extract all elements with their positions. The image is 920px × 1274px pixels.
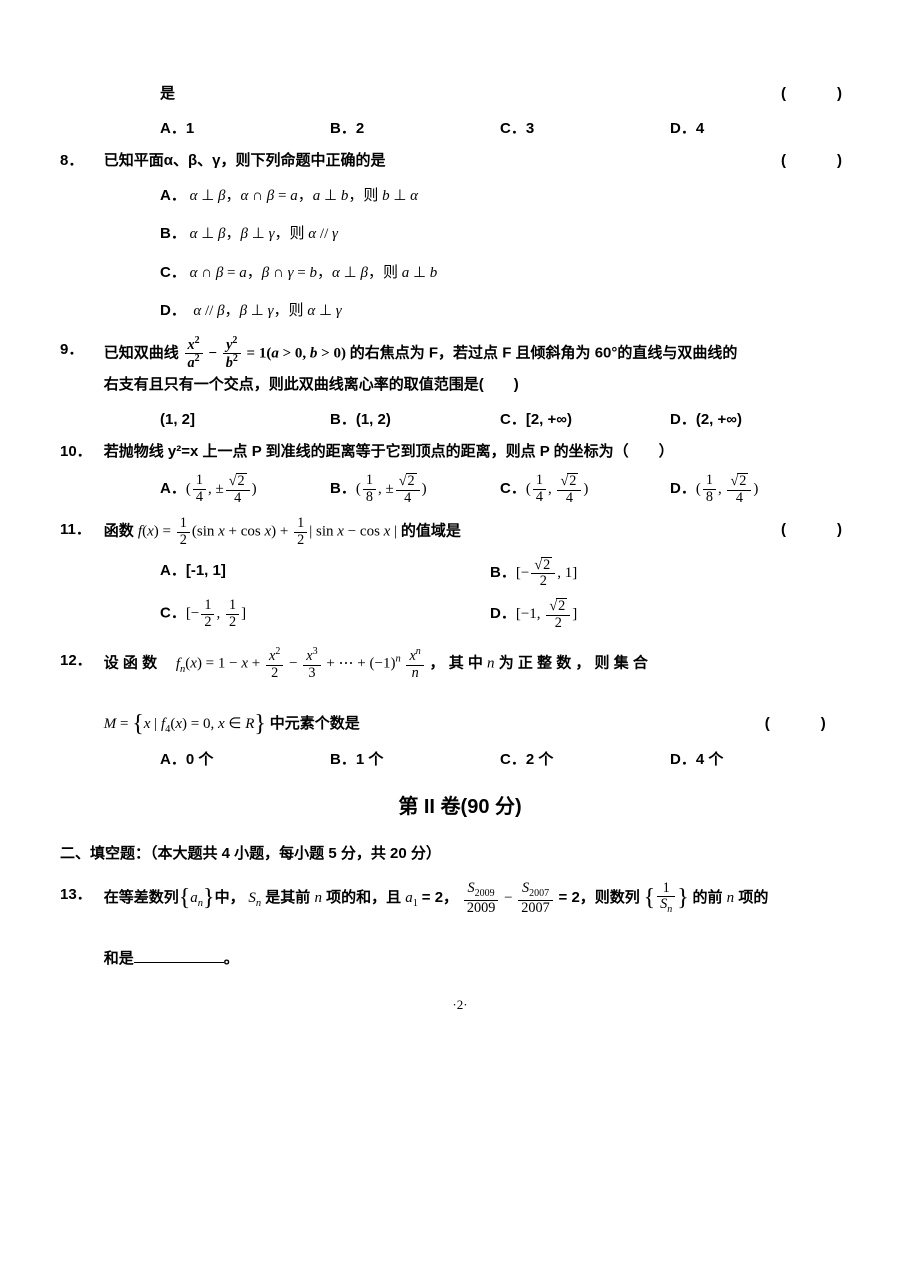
q11-opt-d: D．[−1, √22]: [490, 598, 820, 631]
q10-opt-d: D．(18, √24): [670, 473, 840, 506]
q12-num: 12．: [60, 647, 100, 676]
q10-opt-c: C．(14, √24): [500, 473, 670, 506]
q13-num: 13．: [60, 881, 100, 910]
q11-opt-a: A．[-1, 1]: [160, 557, 490, 590]
q9-num: 9．: [60, 336, 100, 365]
q11-opt-c: C．[−12, 12]: [160, 598, 490, 631]
q8-stem: 已知平面α、β、γ，则下列命题中正确的是: [104, 152, 386, 169]
q9: 9． 已知双曲线 x2a2 − y2b2 = 1(a > 0, b > 0) 的…: [60, 336, 860, 400]
q8-opt-a: A． α ⊥ β，α ∩ β = a，a ⊥ b，则 b ⊥ α: [160, 182, 860, 211]
q12-opt-a: A．0 个: [160, 746, 330, 775]
q7-stem-tail: 是 ( ): [60, 80, 860, 109]
q11-opt-b: B．[−√22, 1]: [490, 557, 820, 590]
page-number: ·2·: [60, 993, 860, 1018]
q11-bracket: ( ): [781, 516, 860, 545]
q7-opt-c: C．3: [500, 115, 670, 144]
q12-options: A．0 个 B．1 个 C．2 个 D．4 个: [160, 746, 860, 775]
section2-heading: 二、填空题：（本大题共 4 小题，每小题 5 分，共 20 分）: [60, 840, 860, 869]
q12-opt-c: C．2 个: [500, 746, 670, 775]
q7-text: 是: [160, 85, 175, 102]
q7-bracket: ( ): [781, 80, 860, 109]
q9-opt-b: B．(1, 2): [330, 406, 500, 435]
q7-opt-d: D．4: [670, 115, 840, 144]
q7-opt-a: A．1: [160, 115, 330, 144]
q8-opt-c: C． α ∩ β = a，β ∩ γ = b，α ⊥ β，则 a ⊥ b: [160, 259, 860, 288]
q12-opt-d: D．4 个: [670, 746, 840, 775]
frac-x2a2: x2a2: [185, 336, 203, 372]
q10: 10． 若抛物线 y²=x 上一点 P 到准线的距离等于它到顶点的距离，则点 P…: [60, 438, 860, 467]
q12-opt-b: B．1 个: [330, 746, 500, 775]
q9-opt-d: D．(2, +∞): [670, 406, 840, 435]
q11-num: 11．: [60, 516, 100, 545]
q7-opt-b: B．2: [330, 115, 500, 144]
q8-opt-b: B． α ⊥ β，β ⊥ γ，则 α // γ: [160, 220, 860, 249]
q8-num: 8．: [60, 147, 100, 176]
q10-options: A．(14, ±√24) B．(18, ±√24) C．(14, √24) D．…: [160, 473, 860, 506]
q11-options-cd: C．[−12, 12] D．[−1, √22]: [160, 598, 860, 631]
q8-bracket: ( ): [781, 147, 860, 176]
part2-title: 第 II 卷(90 分): [60, 788, 860, 826]
q12: 12． 设 函 数 fn(x) = 1 − x + x22 − x33 + ⋯ …: [60, 647, 860, 740]
q9-opt-c: C．[2, +∞): [500, 406, 670, 435]
q9-opt-a: (1, 2]: [160, 406, 330, 435]
q11: 11． 函数 f(x) = 12(sin x + cos x) + 12| si…: [60, 516, 860, 548]
q13: 13． 在等差数列{an}中， Sn 是其前 n 项的和，且 a1 = 2， S…: [60, 881, 860, 973]
blank-input[interactable]: [134, 948, 224, 963]
page: 是 ( ) A．1 B．2 C．3 D．4 8． 已知平面α、β、γ，则下列命题…: [0, 0, 920, 1048]
q8-opt-d: D． α // β，β ⊥ γ，则 α ⊥ γ: [160, 297, 860, 326]
frac-y2b2: y2b2: [223, 336, 241, 372]
q8: 8． 已知平面α、β、γ，则下列命题中正确的是 ( ): [60, 147, 860, 176]
q9-options: (1, 2] B．(1, 2) C．[2, +∞) D．(2, +∞): [160, 406, 860, 435]
q11-options-ab: A．[-1, 1] B．[−√22, 1]: [160, 557, 860, 590]
q9-cond: = 1(a > 0, b > 0): [247, 345, 350, 361]
q7-options: A．1 B．2 C．3 D．4: [160, 115, 860, 144]
q10-opt-b: B．(18, ±√24): [330, 473, 500, 506]
q10-stem: 若抛物线 y²=x 上一点 P 到准线的距离等于它到顶点的距离，则点 P 的坐标…: [104, 443, 674, 460]
q10-num: 10．: [60, 438, 100, 467]
q12-bracket: ( ): [765, 710, 844, 739]
q10-opt-a: A．(14, ±√24): [160, 473, 330, 506]
